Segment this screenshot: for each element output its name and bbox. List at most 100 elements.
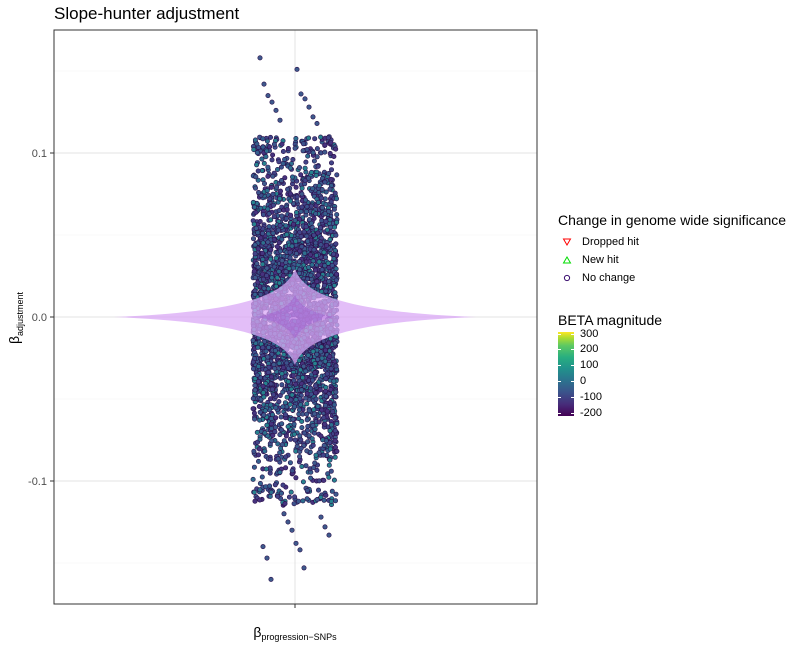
data-point [288, 397, 294, 403]
data-point [267, 196, 273, 202]
data-point [282, 412, 288, 418]
data-point [256, 403, 262, 409]
data-point [267, 134, 273, 140]
data-point [299, 191, 305, 197]
colorbar-tick-label: 200 [580, 343, 599, 356]
data-point [252, 498, 258, 504]
data-point [268, 184, 274, 190]
data-point [314, 146, 320, 152]
colorbar-tick [571, 333, 574, 335]
data-point [326, 171, 332, 177]
data-point [310, 283, 316, 289]
data-point [280, 482, 286, 488]
data-point [322, 211, 328, 217]
data-point [296, 407, 302, 413]
colorbar-tick [571, 365, 574, 367]
data-point [261, 394, 267, 400]
data-point [259, 156, 265, 162]
data-point [300, 148, 306, 154]
data-point [259, 474, 265, 480]
data-point [250, 395, 256, 401]
colorbar-labels: 300 200 100 0 -100 -200 [574, 328, 634, 419]
colorbar-tick-label: 0 [580, 375, 587, 388]
data-point [289, 243, 295, 249]
data-point [297, 367, 303, 373]
data-point [323, 218, 329, 224]
data-point [277, 450, 283, 456]
data-point [261, 285, 267, 291]
data-point [326, 532, 332, 538]
data-point [332, 415, 338, 421]
data-point [271, 362, 277, 368]
data-point [306, 175, 312, 181]
data-point [268, 217, 274, 223]
data-point [309, 262, 315, 268]
colorbar-tick-label: 300 [580, 327, 599, 340]
data-point [277, 469, 283, 475]
data-point [259, 271, 265, 277]
data-point [327, 237, 333, 243]
data-point [283, 433, 289, 439]
data-point [280, 161, 286, 167]
data-point [313, 452, 319, 458]
data-point [257, 436, 263, 442]
data-point [275, 456, 281, 462]
data-point [270, 152, 276, 158]
data-point [251, 268, 257, 274]
data-point [271, 214, 277, 220]
data-point [252, 416, 258, 422]
colorbar-tick [558, 349, 561, 351]
data-point [276, 399, 282, 405]
data-point [333, 241, 339, 247]
data-point [284, 394, 290, 400]
data-point [262, 339, 268, 345]
data-point [305, 439, 311, 445]
data-point [264, 138, 270, 144]
data-point [322, 347, 328, 353]
data-point [268, 381, 274, 387]
data-point [272, 482, 278, 488]
data-point [260, 212, 266, 218]
data-point [271, 264, 277, 270]
data-point [332, 438, 338, 444]
data-point [299, 185, 305, 191]
data-point [260, 544, 266, 550]
data-point [333, 389, 339, 395]
data-point [287, 198, 293, 204]
data-point [260, 383, 266, 389]
data-point [265, 433, 271, 439]
data-point [298, 209, 304, 215]
data-point [258, 291, 264, 297]
data-point [269, 275, 275, 281]
data-point [291, 431, 297, 437]
colorbar-tick [558, 365, 561, 367]
data-point [325, 260, 331, 266]
data-point [323, 288, 329, 294]
data-point [270, 173, 276, 179]
data-point [260, 144, 266, 150]
data-point [297, 454, 303, 460]
data-point [264, 148, 270, 154]
data-point [297, 433, 303, 439]
triangle-up-icon [558, 251, 576, 269]
data-point [262, 430, 268, 436]
data-point [303, 159, 309, 165]
data-point [326, 278, 332, 284]
data-point [255, 344, 261, 350]
data-point [314, 496, 320, 502]
data-point [325, 135, 331, 141]
data-point [280, 404, 286, 410]
data-point [331, 402, 337, 408]
data-point [328, 160, 334, 166]
data-point [327, 217, 333, 223]
data-point [269, 386, 275, 392]
data-point [266, 344, 272, 350]
data-point [306, 135, 312, 141]
data-point [251, 448, 257, 454]
data-point [305, 352, 311, 358]
data-point [265, 354, 271, 360]
data-point [268, 576, 274, 582]
data-point [255, 230, 261, 236]
data-point [326, 474, 332, 480]
data-point [313, 240, 319, 246]
